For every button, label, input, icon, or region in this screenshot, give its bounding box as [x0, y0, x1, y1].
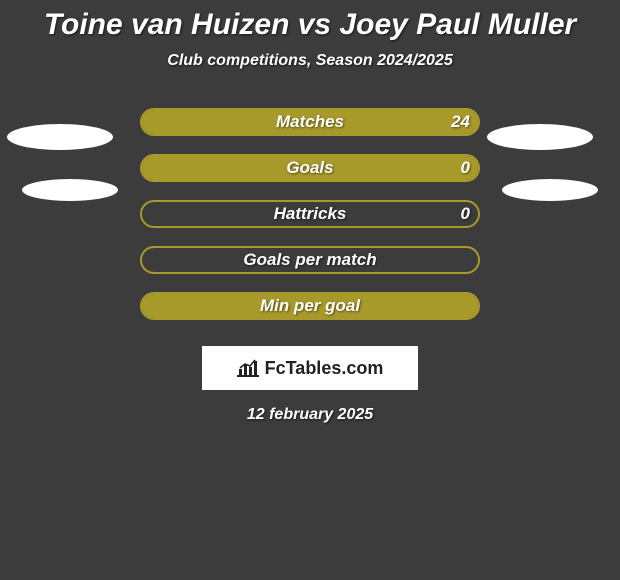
decorative-ellipse [22, 179, 118, 201]
stat-bar [140, 292, 480, 320]
stat-bar [140, 154, 480, 182]
stat-bar-fill [142, 156, 478, 180]
comparison-title: Toine van Huizen vs Joey Paul Muller [0, 0, 620, 42]
site-logo: FcTables.com [202, 346, 418, 390]
chart-icon [237, 359, 259, 377]
comparison-subtitle: Club competitions, Season 2024/2025 [0, 52, 620, 70]
stat-bar [140, 246, 480, 274]
stat-row: Hattricks0 [0, 200, 620, 246]
decorative-ellipse [487, 124, 593, 150]
site-logo-text: FcTables.com [265, 358, 384, 379]
stat-bar-fill [142, 110, 478, 134]
stat-row: Min per goal [0, 292, 620, 338]
snapshot-date: 12 february 2025 [0, 406, 620, 424]
stat-bar [140, 108, 480, 136]
decorative-ellipse [7, 124, 113, 150]
stat-bar-fill [142, 294, 478, 318]
stat-bar [140, 200, 480, 228]
stat-row: Goals per match [0, 246, 620, 292]
decorative-ellipse [502, 179, 598, 201]
